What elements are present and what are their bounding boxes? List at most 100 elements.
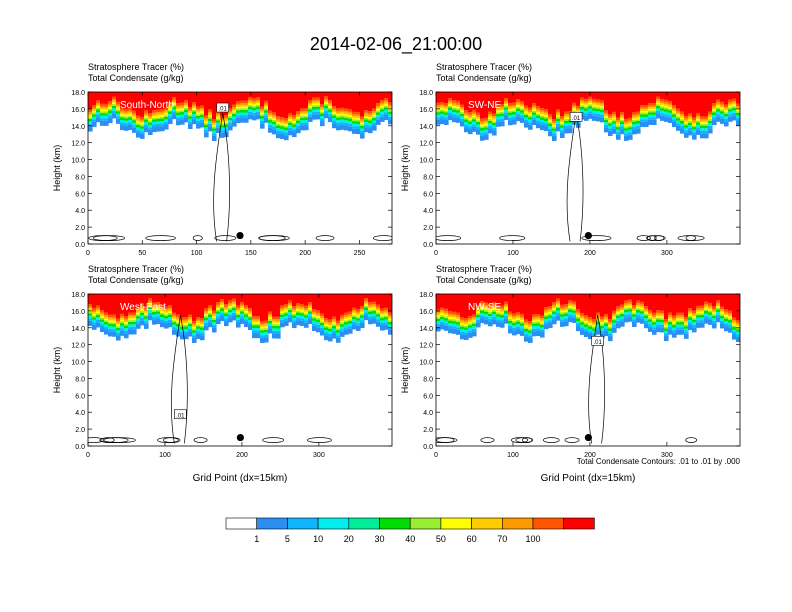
tracer-cell — [192, 330, 197, 333]
tracer-cell — [188, 326, 193, 329]
tracer-cell — [128, 324, 133, 327]
tracer-cell — [320, 108, 325, 111]
tracer-cell — [640, 313, 645, 317]
tracer-cell — [168, 119, 173, 125]
tracer-cell — [504, 98, 509, 101]
tracer-cell — [88, 320, 93, 326]
tracer-cell — [292, 308, 297, 311]
tracer-cell — [436, 326, 441, 332]
tracer-cell — [156, 318, 161, 324]
tracer-cell — [156, 112, 161, 114]
tracer-cell — [488, 304, 493, 307]
tracer-cell — [492, 125, 497, 128]
tracer-cell — [476, 112, 481, 116]
tracer-cell — [360, 308, 365, 311]
location-marker — [584, 433, 592, 442]
tracer-cell — [620, 321, 625, 327]
tracer-cell — [148, 113, 153, 116]
tracer-cell — [312, 97, 317, 101]
tracer-cell — [708, 115, 713, 118]
tracer-cell — [452, 314, 457, 317]
tracer-cell — [308, 107, 313, 110]
tracer-cell — [236, 105, 241, 107]
tracer-cell — [448, 115, 453, 121]
tracer-cell — [136, 311, 141, 313]
tracer-cell — [560, 316, 565, 320]
tracer-cell — [108, 92, 113, 102]
tracer-cell — [172, 111, 177, 115]
tracer-cell — [672, 294, 677, 316]
tracer-cell — [168, 113, 173, 117]
tracer-cell — [596, 102, 601, 104]
tracer-cell — [256, 330, 261, 334]
x-tick-label: 100 — [507, 250, 519, 257]
tracer-cell — [188, 328, 193, 332]
tracer-cell — [436, 294, 441, 310]
tracer-cell — [180, 106, 185, 109]
tracer-cell — [560, 307, 565, 310]
plot-frame — [435, 293, 741, 447]
tracer-cell — [136, 314, 141, 317]
tracer-cell — [112, 319, 117, 321]
tracer-cell — [324, 108, 329, 111]
tracer-cell — [264, 117, 269, 123]
tracer-cell — [548, 128, 553, 132]
tracer-cell — [212, 327, 217, 333]
tracer-cell — [268, 319, 273, 321]
tracer-cell — [568, 312, 573, 315]
tracer-cell — [684, 121, 689, 124]
tracer-cell — [192, 325, 197, 327]
tracer-cell — [492, 314, 497, 317]
tracer-cell — [708, 114, 713, 116]
tracer-cell — [684, 316, 689, 320]
tracer-cell — [544, 116, 549, 119]
tracer-cell — [500, 308, 505, 311]
tracer-cell — [140, 312, 145, 316]
tracer-cell — [584, 319, 589, 322]
tracer-cell — [632, 114, 637, 117]
tracer-cell — [684, 326, 689, 329]
tracer-cell — [312, 320, 317, 324]
tracer-cell — [572, 102, 577, 106]
tracer-cell — [452, 328, 457, 334]
tracer-cell — [204, 117, 209, 120]
tracer-cell — [732, 325, 737, 327]
tracer-cell — [240, 304, 245, 307]
tracer-cell — [532, 323, 537, 327]
tracer-cell — [384, 307, 389, 311]
tracer-cell — [172, 97, 177, 100]
tracer-cell — [596, 324, 601, 328]
tracer-cell — [228, 125, 233, 131]
tracer-cell — [644, 308, 649, 311]
tracer-cell — [532, 92, 537, 104]
tracer-cell — [684, 130, 689, 133]
tracer-cell — [352, 92, 357, 112]
tracer-cell — [184, 334, 189, 340]
tracer-cell — [588, 323, 593, 325]
tracer-cell — [352, 316, 357, 320]
tracer-cell — [376, 107, 381, 109]
tracer-cell — [168, 322, 173, 328]
y-tick-label: 0.0 — [75, 242, 85, 249]
tracer-cell — [436, 321, 441, 324]
tracer-cell — [200, 322, 205, 325]
tracer-cell — [624, 317, 629, 323]
tracer-cell — [200, 335, 205, 341]
tracer-cell — [124, 114, 129, 117]
tracer-cell — [588, 319, 593, 322]
tracer-cell — [660, 92, 665, 99]
tracer-cell — [584, 103, 589, 105]
tracer-cell — [124, 330, 129, 334]
tracer-cell — [540, 119, 545, 123]
tracer-cell — [164, 309, 169, 311]
tracer-cell — [724, 110, 729, 113]
tracer-cell — [272, 112, 277, 115]
tracer-cell — [500, 111, 505, 114]
colorbar-label: 60 — [467, 534, 477, 544]
tracer-cell — [548, 123, 553, 127]
tracer-cell — [120, 321, 125, 324]
tracer-cell — [196, 328, 201, 332]
tracer-cell — [724, 121, 729, 127]
tracer-cell — [360, 313, 365, 316]
tracer-cell — [288, 127, 293, 131]
